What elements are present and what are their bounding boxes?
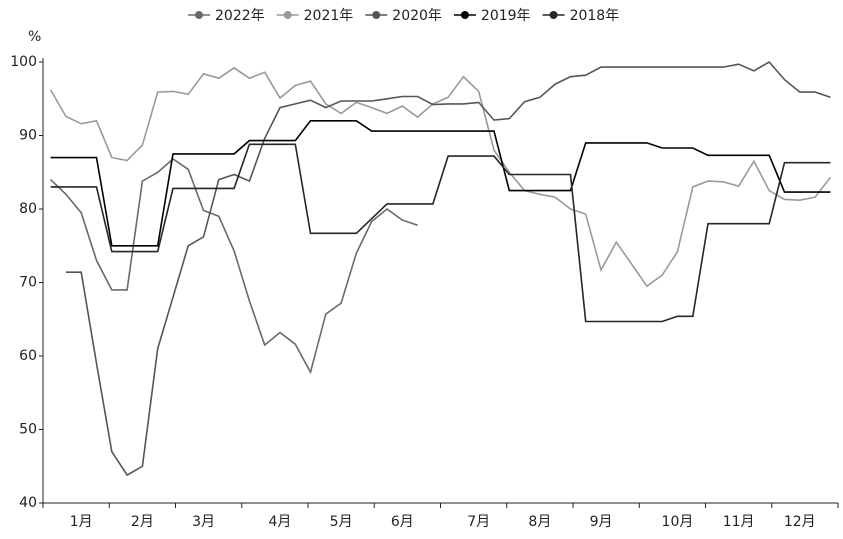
x-tick-label: 11月 — [723, 514, 755, 530]
legend-marker — [460, 11, 469, 19]
y-tick-label: 90 — [19, 128, 37, 144]
legend-label: 2022年 — [215, 8, 265, 24]
x-tick-label: 2月 — [131, 514, 154, 530]
y-tick-label: 40 — [19, 495, 37, 511]
x-tick-label: 9月 — [590, 514, 613, 530]
legend-marker — [283, 11, 292, 19]
series-line — [65, 60, 831, 477]
x-tick-label: 12月 — [784, 514, 816, 530]
series-line — [50, 120, 831, 247]
x-tick-label: 8月 — [528, 514, 551, 530]
x-tick-label: 4月 — [269, 514, 292, 530]
legend-label: 2020年 — [392, 8, 442, 24]
y-tick-label: 70 — [19, 275, 37, 291]
legend-label: 2018年 — [570, 8, 620, 24]
x-tick-label: 1月 — [70, 514, 93, 530]
series-line — [50, 143, 831, 323]
series-line — [49, 66, 832, 288]
legend-marker — [549, 11, 558, 19]
y-tick-label: 100 — [10, 54, 37, 70]
x-tick-label: 10月 — [662, 514, 694, 530]
legend-label: 2019年 — [481, 8, 531, 24]
x-tick-label: 6月 — [391, 514, 414, 530]
y-tick-label: 60 — [19, 348, 37, 364]
x-tick-label: 5月 — [330, 514, 353, 530]
legend-label: 2021年 — [304, 8, 354, 24]
legend-marker — [372, 11, 381, 19]
y-tick-label: 50 — [19, 422, 37, 438]
series-line — [50, 157, 418, 375]
x-tick-label: 3月 — [192, 514, 215, 530]
y-tick-label: 80 — [19, 201, 37, 217]
x-tick-label: 7月 — [467, 514, 490, 530]
legend-marker — [195, 11, 203, 19]
y-axis-label: % — [28, 29, 41, 45]
